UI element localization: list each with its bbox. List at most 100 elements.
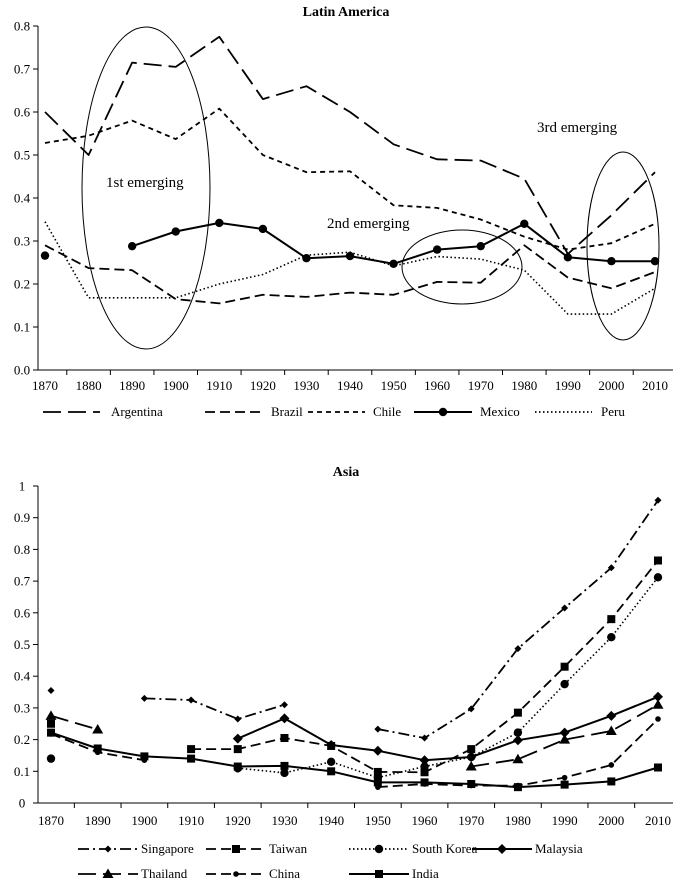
data-point-malaysia (606, 710, 617, 721)
data-point-singapore (514, 645, 522, 653)
data-point-south-korea (46, 754, 56, 763)
data-point-singapore (561, 604, 569, 612)
x-tick-label: 1910 (206, 378, 232, 393)
data-point-singapore (421, 734, 429, 742)
data-point-singapore (187, 696, 195, 704)
data-point-mexico (345, 251, 355, 261)
data-point-taiwan (47, 719, 55, 728)
legend-marker (232, 845, 240, 853)
data-point-singapore (374, 725, 382, 733)
legend-label: Peru (601, 404, 625, 419)
legend-item-thailand: Thailand (78, 866, 188, 881)
data-point-india (93, 744, 102, 753)
data-point-india (280, 761, 289, 770)
data-point-india (47, 728, 55, 737)
data-point-mexico (302, 254, 311, 263)
data-point-mexico (127, 241, 137, 251)
x-tick-label: 1950 (365, 813, 391, 828)
data-point-south-korea (607, 633, 616, 642)
series-line-south-korea (237, 576, 659, 779)
legend-label: China (269, 866, 300, 881)
x-tick-label: 1900 (131, 813, 157, 828)
data-point-malaysia (279, 713, 290, 724)
series-line-brazil (44, 244, 656, 305)
series-peru (44, 221, 656, 315)
data-point-india (187, 754, 196, 763)
legend-item-singapore: Singapore (78, 841, 194, 856)
series-line-peru (44, 221, 656, 315)
chart-asia: Asia 0 0.1 0.2 0.3 0.4 0.5 0.6 0.7 0.8 0.9 1 1870 18… (14, 465, 673, 881)
data-point-south-korea (280, 768, 289, 778)
legend-marker (104, 845, 112, 853)
y-tick-label: 0.2 (14, 277, 30, 292)
legend-item-south-korea: South Korea (349, 841, 478, 856)
x-tick-label: 1980 (511, 378, 537, 393)
data-point-taiwan (513, 708, 522, 717)
data-point-india (233, 762, 242, 771)
data-point-mexico (258, 224, 268, 234)
data-point-mexico (215, 218, 224, 228)
x-tick-label: 1950 (381, 378, 407, 393)
y-tick-label: 0.6 (14, 605, 31, 620)
data-point-mexico (389, 259, 398, 268)
series-argentina (44, 35, 656, 255)
data-point-south-korea (420, 762, 429, 771)
legend-label: South Korea (412, 841, 478, 856)
y-tick-label: 0.4 (14, 191, 31, 206)
series-thailand (45, 699, 664, 771)
series-china (48, 716, 661, 790)
chart-latin-america: Latin America 0.0 0.1 0.2 0.3 0.4 0.5 0.6 0.7 0.… (14, 5, 673, 419)
legend-item-argentina: Argentina (43, 404, 163, 419)
y-tick-label: 0.4 (14, 669, 31, 684)
chart-title: Asia (333, 465, 359, 480)
y-tick-label: 0.3 (14, 700, 30, 715)
series-line-india (50, 731, 659, 789)
x-tick-label: 1940 (318, 813, 344, 828)
data-point-india (607, 777, 616, 786)
legend-label: Mexico (480, 404, 520, 419)
data-point-india (373, 778, 382, 787)
data-point-mexico (476, 241, 485, 251)
legend-item-chile: Chile (308, 404, 401, 419)
x-tick-label: 1990 (555, 378, 581, 393)
data-point-taiwan (280, 734, 289, 743)
series-singapore (47, 496, 662, 742)
y-tick-label: 0.1 (14, 320, 30, 335)
x-tick-label: 1890 (85, 813, 111, 828)
x-tick-label: 1990 (552, 813, 578, 828)
legend-item-taiwan: Taiwan (206, 841, 308, 856)
series-line-thailand (50, 714, 98, 731)
y-tick-label: 0.7 (14, 62, 31, 77)
data-point-malaysia (512, 735, 523, 746)
series-mexico (40, 218, 660, 268)
data-point-thailand (92, 723, 104, 734)
x-tick-label: 1920 (225, 813, 251, 828)
data-point-mexico (40, 251, 50, 260)
data-point-malaysia (419, 755, 430, 766)
legend-marker (233, 871, 239, 877)
data-point-india (513, 783, 522, 792)
data-point-singapore (234, 715, 242, 723)
data-point-mexico (563, 253, 573, 262)
x-tick-label: 1970 (468, 378, 494, 393)
x-tick-label: 1930 (271, 813, 297, 828)
data-point-mexico (432, 245, 442, 254)
data-point-china (561, 774, 568, 781)
series-line-thailand (471, 703, 659, 768)
y-tick-label: 0.2 (14, 732, 30, 747)
data-point-thailand (605, 725, 617, 736)
legend-marker (374, 844, 384, 854)
annotation-label-3rd-emerging: 3rd emerging (537, 120, 618, 136)
x-tick-label: 1870 (38, 813, 64, 828)
data-point-china (655, 716, 661, 722)
series-malaysia (232, 691, 663, 766)
series-line-chile (44, 107, 656, 251)
series-line-singapore (144, 697, 285, 720)
x-tick-label: 1910 (178, 813, 204, 828)
data-point-mexico (171, 227, 180, 236)
data-point-mexico (650, 257, 660, 266)
annotation-ellipse-3rd-emerging (586, 151, 660, 341)
legend-item-brazil: Brazil (205, 404, 303, 419)
legend-marker (497, 844, 507, 854)
